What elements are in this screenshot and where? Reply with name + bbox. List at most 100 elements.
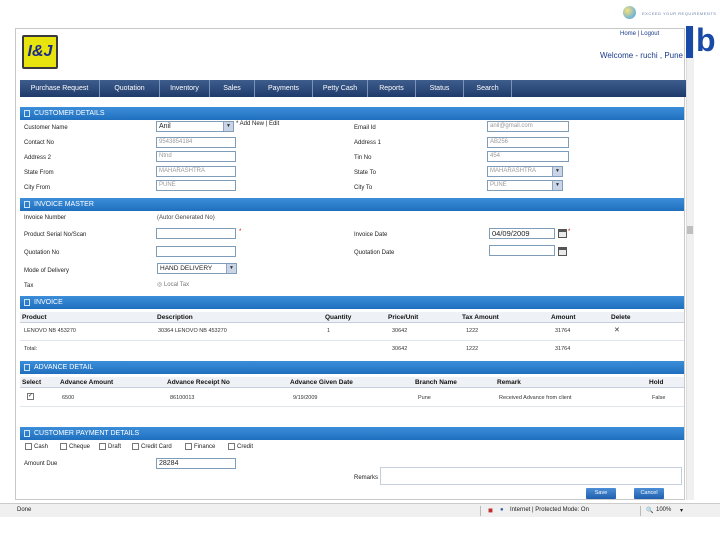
col-amount: Amount (551, 314, 576, 321)
section-toggle-icon[interactable] (24, 299, 30, 306)
welcome-text: Welcome - ruchi , Pune (600, 51, 683, 60)
cash-checkbox[interactable] (25, 443, 32, 450)
globe-icon (623, 6, 636, 19)
nav-status[interactable]: Status (416, 80, 464, 97)
zoom-dropdown-icon[interactable]: ▾ (680, 508, 684, 514)
brand-tagline: EXCEED YOUR REQUIREMENTS (642, 11, 717, 16)
invoice-description: 30364 LENOVO NB 453270 (158, 328, 227, 334)
advance-detail-header[interactable]: ADVANCE DETAIL (20, 361, 684, 374)
local-tax-radio[interactable]: ◎ Local Tax (157, 282, 190, 288)
invoice-date-label: Invoice Date (354, 232, 388, 238)
delivery-select[interactable]: HAND DELIVERY ▼ (157, 263, 237, 274)
section-toggle-icon[interactable] (24, 201, 30, 208)
calendar-icon[interactable] (558, 229, 567, 238)
section-title: INVOICE MASTER (34, 201, 94, 208)
quotation-no-input[interactable] (156, 246, 236, 257)
cheque-checkbox[interactable] (60, 443, 67, 450)
city-from-label: City From (24, 185, 50, 191)
calendar-icon[interactable] (558, 247, 567, 256)
finance-checkbox[interactable] (185, 443, 192, 450)
invoice-master-header[interactable]: INVOICE MASTER (20, 198, 684, 211)
section-toggle-icon[interactable] (24, 110, 30, 117)
nav-petty-cash[interactable]: Petty Cash (313, 80, 368, 97)
address2-label: Address 2 (24, 155, 52, 161)
draft-checkbox[interactable] (99, 443, 106, 450)
col-advance-amount: Advance Amount (60, 379, 114, 386)
contact-input[interactable]: 9543854184 (156, 137, 236, 148)
required-marker: * (239, 229, 242, 235)
chevron-down-icon[interactable]: ▼ (223, 122, 233, 131)
city-to-select[interactable]: PUNE ▼ (487, 180, 563, 191)
cancel-button[interactable]: Cancel (634, 488, 664, 499)
section-toggle-icon[interactable] (24, 430, 30, 437)
remarks-textarea[interactable] (380, 467, 682, 485)
total-label: Total: (24, 346, 38, 352)
total-tax: 1222 (466, 346, 479, 352)
credit-card-checkbox[interactable] (132, 443, 139, 450)
nav-quotation[interactable]: Quotation (100, 80, 160, 97)
tin-label: Tin No (354, 155, 372, 161)
advance-date: 9/19/2009 (293, 395, 318, 401)
quotation-no-label: Quotation No (24, 250, 60, 256)
col-advance-date: Advance Given Date (290, 379, 353, 386)
nav-purchase-request[interactable]: Purchase Request (20, 80, 100, 97)
amount-due-input[interactable]: 28284 (156, 458, 236, 469)
nav-sales[interactable]: Sales (210, 80, 255, 97)
chevron-down-icon[interactable]: ▼ (226, 264, 236, 273)
payment-details-header[interactable]: CUSTOMER PAYMENT DETAILS (20, 427, 684, 440)
invoice-tax: 1222 (466, 328, 479, 334)
address1-label: Address 1 (354, 140, 382, 146)
advance-select-checkbox[interactable]: ✓ (27, 393, 34, 400)
main-nav: Purchase Request Quotation Inventory Sal… (20, 80, 686, 97)
contact-label: Contact No (24, 140, 55, 146)
add-new-link[interactable]: * Add New | Edit (236, 121, 280, 127)
nav-reports[interactable]: Reports (368, 80, 416, 97)
vertical-scrollbar[interactable] (686, 28, 694, 500)
advance-receipt: 86100013 (170, 395, 195, 401)
required-marker: * (568, 229, 571, 235)
section-toggle-icon[interactable] (24, 364, 30, 371)
state-to-label: State To (354, 170, 376, 176)
customer-name-select[interactable]: Anil ▼ (156, 121, 234, 132)
col-tax-amount: Tax Amount (462, 314, 499, 321)
credit-checkbox[interactable] (228, 443, 235, 450)
email-input[interactable]: anil@gmail.com (487, 121, 569, 132)
invoice-price: 30642 (392, 328, 408, 334)
delete-icon[interactable]: ✕ (614, 327, 620, 334)
state-to-select[interactable]: MAHARASHTRA ▼ (487, 166, 563, 177)
brand-logo: EXCEED YOUR REQUIREMENTS b (620, 2, 720, 60)
address2-input[interactable]: Ntnd (156, 151, 236, 162)
chevron-down-icon[interactable]: ▼ (552, 167, 562, 176)
invoice-date-input[interactable]: 04/09/2009 (489, 228, 555, 239)
advance-branch: Pune (418, 395, 431, 401)
invoice-header[interactable]: INVOICE (20, 296, 684, 309)
section-title: CUSTOMER PAYMENT DETAILS (34, 430, 140, 437)
state-from-input[interactable]: MAHARASHTRA (156, 166, 236, 177)
nav-inventory[interactable]: Inventory (160, 80, 210, 97)
row-divider (20, 340, 684, 341)
col-quantity: Quantity (325, 314, 352, 321)
top-links[interactable]: Home | Logout (620, 31, 660, 37)
zone-text: Internet | Protected Mode: On (510, 507, 589, 513)
invoice-quantity: 1 (327, 328, 331, 334)
address1-input[interactable]: AB256 (487, 137, 569, 148)
serial-label: Product Serial No/Scan (24, 232, 87, 238)
invoice-product: LENOVO NB 453270 (24, 328, 76, 334)
quotation-date-input[interactable] (489, 245, 555, 256)
invoice-number-value: (Autor Generated No) (157, 215, 215, 221)
chevron-down-icon[interactable]: ▼ (552, 181, 562, 190)
nav-payments[interactable]: Payments (255, 80, 313, 97)
customer-details-header[interactable]: CUSTOMER DETAILS (20, 107, 684, 120)
city-from-input[interactable]: PUNE (156, 180, 236, 191)
scrollbar-thumb[interactable] (687, 226, 693, 234)
col-delete: Delete (611, 314, 631, 321)
app-logo[interactable]: I&J (22, 35, 58, 69)
row-divider (20, 406, 684, 407)
brand-letter-b: b (696, 22, 716, 58)
zoom-level[interactable]: 100% (656, 507, 672, 513)
zoom-icon[interactable]: 🔍 (646, 508, 654, 514)
serial-input[interactable] (156, 228, 236, 239)
tin-input[interactable]: 454 (487, 151, 569, 162)
nav-search[interactable]: Search (464, 80, 512, 97)
save-button[interactable]: Save (586, 488, 616, 499)
